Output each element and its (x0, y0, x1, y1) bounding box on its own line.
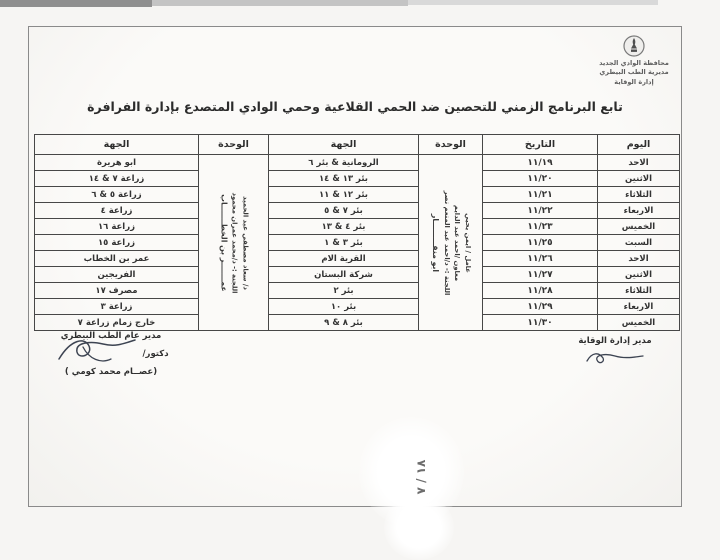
unit-worker: عامل / ايمن يحيي (463, 212, 472, 273)
date-cell: ١١/٢٠ (482, 170, 598, 187)
letterhead-line-2: مديرية الطب البيطري (599, 68, 669, 77)
col-header-site-1: الجهة (268, 134, 419, 155)
letterhead-line-3: إدارة الوقاية (614, 77, 654, 86)
day-cell: الاحد (597, 154, 680, 171)
col-header-date: التاريخ (482, 134, 598, 155)
date-cell: ١١/٢١ (482, 186, 598, 203)
unit-rotated-text: د/ سعاد مصطفي عبد الحميد اللجنة :- د/محم… (217, 192, 250, 293)
unit-committee: اللجنة :- د/محمد عمران محمود (230, 192, 239, 293)
scan-strip-mid (152, 0, 408, 6)
day-cell: الثلاثاء (597, 186, 680, 203)
site-cell: الرومانية & بئر ٦ (268, 154, 419, 171)
date-cell: ١١/٢٨ (482, 282, 598, 299)
signature-prefix: دكتور/ (142, 349, 169, 359)
unit-name: عمـــــــر بن الخطـــــــاب (219, 193, 229, 292)
letterhead: محافظة الوادي الجديد مديرية الطب البيطري… (595, 34, 673, 87)
site-cell: بئر ١٢ & ١١ (268, 186, 419, 203)
table-row: الاثنين ١١/٢٧ شركة البستان الفريجين (34, 266, 680, 283)
signature-name: (عصــام محمد كومي ) (64, 367, 158, 377)
unit-committee: اللجنة :- د/احمد عبد المنعم نصر (442, 190, 451, 295)
document-title: تابع البرنامج الزمني للتحصين ضد الحمي ال… (87, 99, 623, 114)
handwritten-page-mark: ١٨ / ٧ (414, 459, 428, 495)
day-cell: الثلاثاء (597, 282, 680, 299)
site-cell: زراعة ٧ & ١٤ (34, 170, 199, 187)
table-row: الاثنين ١١/٢٠ بئر ١٣ & ١٤ زراعة ٧ & ١٤ (34, 170, 680, 187)
date-cell: ١١/٣٠ (482, 314, 598, 331)
site-cell: بئر ٧ & ٥ (268, 202, 419, 219)
signature-scribble (58, 339, 137, 362)
unit-name: ابو منقـــــــــار (430, 213, 440, 272)
day-cell: الاحد (597, 250, 680, 267)
day-cell: السبت (597, 234, 680, 251)
eagle-emblem-icon (623, 35, 645, 57)
date-cell: ١١/٢٥ (482, 234, 598, 251)
site-cell: بئر ١٣ & ١٤ (268, 170, 419, 187)
date-cell: ١١/٢٣ (482, 218, 598, 235)
col-header-unit-1: الوحدة (418, 134, 483, 155)
signature-scribble (586, 353, 644, 364)
signature-block-prevention-director: مدير إدارة الوقاية (565, 336, 665, 372)
scan-strip-light (408, 0, 658, 5)
vaccination-schedule-table: اليوم التاريخ الوحدة الجهة الوحدة الجهة … (34, 134, 680, 331)
day-cell: الاثنين (597, 170, 680, 187)
site-cell: بئر ٢ (268, 282, 419, 299)
date-cell: ١١/٢٦ (482, 250, 598, 267)
site-cell: زراعة ١٥ (34, 234, 199, 251)
table-row: السبت ١١/٢٥ بئر ٣ & ١ زراعة ١٥ (34, 234, 680, 251)
day-cell: الخميس (597, 314, 680, 331)
signature-title: مدير إدارة الوقاية (578, 336, 652, 346)
header-row: اليوم التاريخ الوحدة الجهة الوحدة الجهة (34, 134, 680, 155)
unit-assistant: معاون /احمد عبد الدايم (452, 204, 461, 281)
day-cell: الاربعاء (597, 202, 680, 219)
table-row: الثلاثاء ١١/٢١ بئر ١٢ & ١١ زراعة ٥ & ٦ (34, 186, 680, 203)
unit-cell-abu-minqar: عامل / ايمن يحيي معاون /احمد عبد الدايم … (418, 154, 483, 331)
table-row: الخميس ١١/٢٣ بئر ٤ & ١٣ زراعة ١٦ (34, 218, 680, 235)
table-row: الخميس ١١/٣٠ بئر ٨ & ٩ خارج زمام زراعة ٧ (34, 314, 680, 331)
letterhead-line-1: محافظة الوادي الجديد (599, 59, 669, 67)
signature-block-vet-director: مدير عام الطب البيطري دكتور/ (عصــام محم… (41, 331, 181, 377)
table-row: الاحد ١١/١٩ عامل / ايمن يحيي معاون /احمد… (34, 154, 680, 331)
date-cell: ١١/١٩ (482, 154, 598, 171)
day-cell: الخميس (597, 218, 680, 235)
site-cell: القرية الام (268, 250, 419, 267)
site-cell: زراعة ١٦ (34, 218, 199, 235)
site-cell: شركة البستان (268, 266, 419, 283)
site-cell: زراعة ٣ (34, 298, 199, 315)
day-cell: الاربعاء (597, 298, 680, 315)
scan-strip-dark (0, 0, 152, 7)
unit-cell-omar: د/ سعاد مصطفي عبد الحميد اللجنة :- د/محم… (198, 154, 269, 331)
unit-rotated-text: عامل / ايمن يحيي معاون /احمد عبد الدايم … (429, 190, 473, 295)
document-page: محافظة الوادي الجديد مديرية الطب البيطري… (28, 26, 682, 560)
site-cell: بئر ٣ & ١ (268, 234, 419, 251)
site-cell: زراعة ٤ (34, 202, 199, 219)
site-cell: بئر ٨ & ٩ (268, 314, 419, 331)
table-row: الاربعاء ١١/٢٩ بئر ١٠ زراعة ٣ (34, 298, 680, 315)
table-row: الثلاثاء ١١/٢٨ بئر ٢ مصرف ١٧ (34, 282, 680, 299)
site-cell: ابو هريرة (34, 154, 199, 171)
date-cell: ١١/٢٢ (482, 202, 598, 219)
site-cell: بئر ٤ & ١٣ (268, 218, 419, 235)
col-header-unit-2: الوحدة (198, 134, 269, 155)
site-cell: بئر ١٠ (268, 298, 419, 315)
site-cell: خارج زمام زراعة ٧ (34, 314, 199, 331)
col-header-day: اليوم (597, 134, 680, 155)
date-cell: ١١/٢٧ (482, 266, 598, 283)
site-cell: مصرف ١٧ (34, 282, 199, 299)
scan-glare-artifact (384, 495, 454, 560)
site-cell: زراعة ٥ & ٦ (34, 186, 199, 203)
site-cell: الفريجين (34, 266, 199, 283)
unit-member: د/ سعاد مصطفي عبد الحميد (241, 195, 250, 290)
table-row: الاحد ١١/٢٦ القرية الام عمر بن الخطاب (34, 250, 680, 267)
signature-title: مدير عام الطب البيطري (60, 331, 162, 341)
table-row: الاربعاء ١١/٢٢ بئر ٧ & ٥ زراعة ٤ (34, 202, 680, 219)
col-header-site-2: الجهة (34, 134, 199, 155)
day-cell: الاثنين (597, 266, 680, 283)
date-cell: ١١/٢٩ (482, 298, 598, 315)
site-cell: عمر بن الخطاب (34, 250, 199, 267)
